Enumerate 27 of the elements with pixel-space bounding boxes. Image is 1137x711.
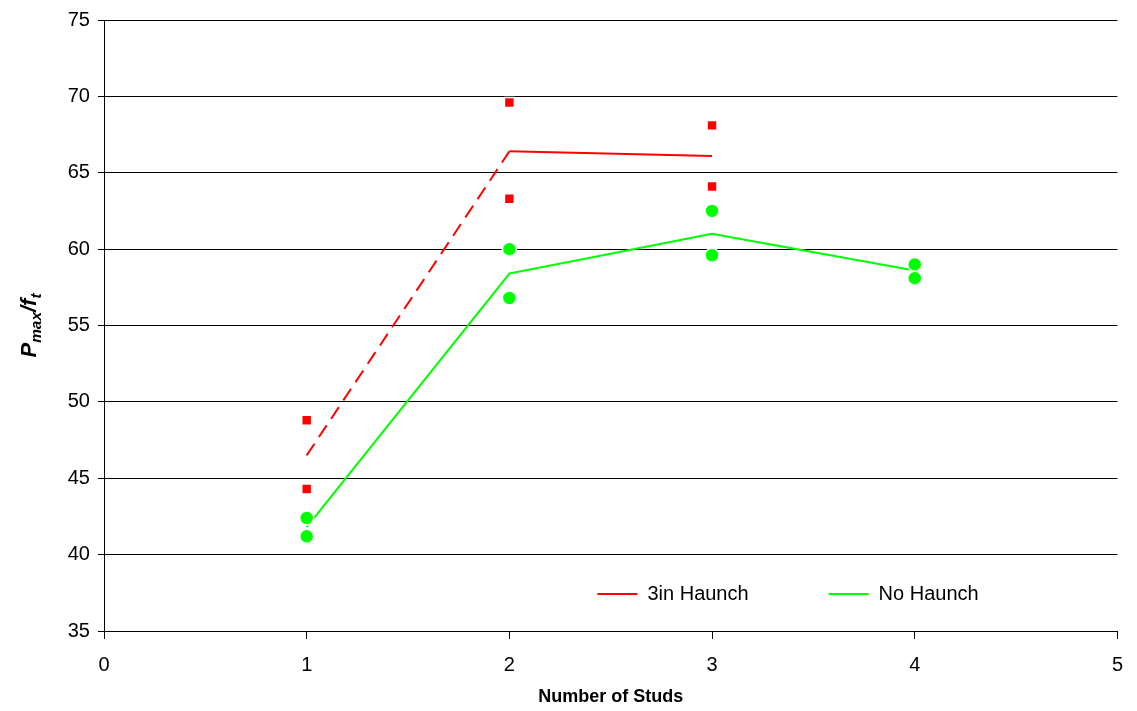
y-tick-label: 45 (67, 465, 90, 488)
y-tick-label: 40 (67, 542, 90, 565)
x-tick-label: 3 (706, 652, 718, 675)
x-axis-title: Number of Studs (538, 685, 684, 706)
x-tick-label: 4 (909, 652, 921, 675)
point (298, 510, 315, 526)
point (704, 203, 720, 219)
x-tick-label: 1 (301, 652, 313, 675)
y-tick-label: 60 (67, 236, 90, 259)
y-tick-label: 75 (67, 7, 90, 30)
x-tick-label: 5 (1111, 652, 1123, 675)
point (501, 290, 518, 306)
x-tick-label: 2 (503, 652, 515, 675)
y-tick-label: 50 (67, 389, 90, 412)
point (907, 256, 923, 273)
legend-label: 3in Haunch (647, 581, 749, 604)
point (501, 241, 518, 257)
point (298, 528, 315, 545)
y-axis-title: Pmax/ft (16, 292, 44, 358)
y-tick-label: 55 (67, 313, 90, 336)
point (704, 247, 720, 263)
legend-label: No Haunch (878, 581, 979, 604)
y-tick-label: 65 (67, 160, 90, 183)
x-tick-label: 0 (98, 652, 110, 675)
y-tick-label: 35 (67, 618, 90, 641)
point (907, 270, 923, 286)
y-tick-label: 70 (67, 83, 90, 106)
